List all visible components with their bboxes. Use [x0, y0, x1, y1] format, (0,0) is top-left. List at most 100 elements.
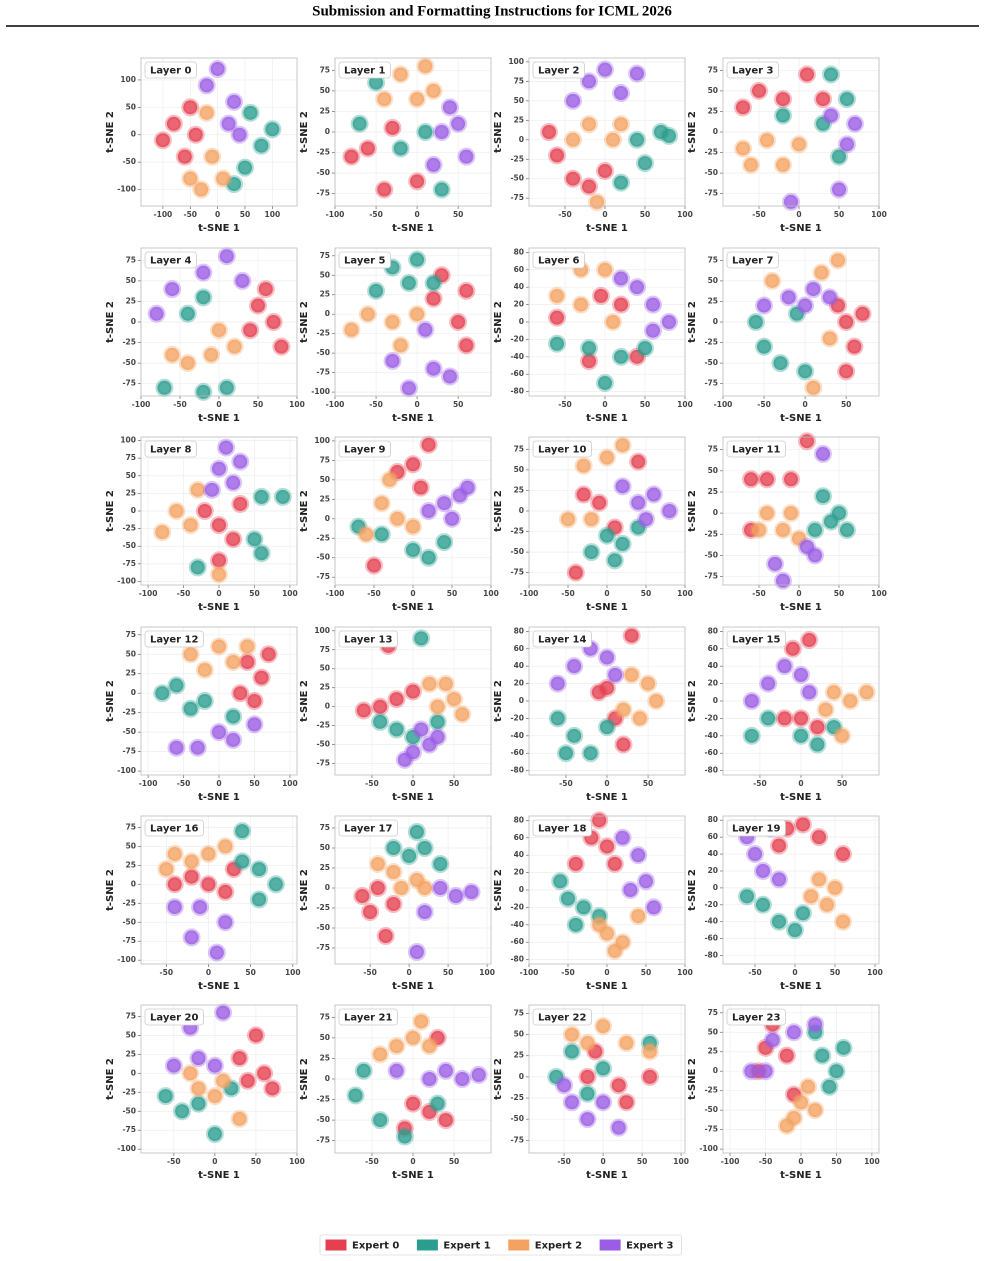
y-axis-label: t-SNE 2 — [105, 869, 116, 911]
x-tick-label: -50 — [748, 968, 762, 977]
point — [605, 551, 624, 570]
point — [357, 525, 376, 544]
point — [814, 90, 832, 109]
point — [604, 313, 622, 331]
point — [188, 738, 207, 757]
x-tick-label: 0 — [798, 1157, 803, 1166]
x-tick-label: 0 — [410, 589, 415, 598]
point — [617, 1034, 636, 1053]
x-tick-label: -50 — [160, 968, 174, 977]
point — [205, 1125, 224, 1144]
subplot-title: Layer 4 — [150, 256, 192, 267]
y-tick-label: -50 — [316, 348, 330, 357]
y-tick-label: -60 — [704, 748, 718, 757]
point — [231, 452, 250, 471]
x-tick-label: -100 — [326, 210, 345, 219]
point — [412, 720, 431, 739]
point — [742, 155, 760, 174]
point — [250, 890, 269, 909]
x-axis-label: t-SNE 1 — [198, 413, 240, 424]
y-tick-label: 75 — [320, 251, 330, 260]
point — [598, 448, 616, 467]
y-tick-label: 25 — [320, 106, 330, 115]
y-axis-label: t-SNE 2 — [493, 869, 504, 911]
subplot: -100 -50 0 50 100 -80 -60 -40 -20 0 20 40 60 80 Layer … — [493, 811, 693, 992]
point — [794, 815, 812, 834]
x-tick-label: 0 — [792, 968, 797, 977]
point — [775, 657, 794, 676]
point — [613, 534, 632, 553]
point — [197, 76, 216, 95]
point — [559, 510, 577, 529]
point — [548, 146, 566, 165]
point — [784, 1023, 803, 1042]
point — [383, 313, 402, 331]
y-tick-label: 50 — [126, 841, 136, 850]
point — [167, 738, 186, 757]
x-axis-label: t-SNE 1 — [392, 1170, 434, 1181]
point — [263, 1079, 282, 1098]
title-box — [144, 1008, 204, 1026]
x-axis-label: t-SNE 1 — [586, 602, 628, 613]
x-tick-label: -100 — [132, 400, 151, 409]
y-tick-label: 0 — [713, 1066, 718, 1075]
x-tick-label: 50 — [830, 968, 840, 977]
y-tick-label: -25 — [316, 1095, 330, 1104]
point — [759, 709, 778, 728]
point — [416, 320, 435, 339]
x-tick-label: -50 — [365, 779, 379, 788]
y-tick-label: 0 — [713, 883, 718, 892]
x-tick-label: -100 — [139, 779, 158, 788]
point — [640, 1042, 659, 1061]
point — [358, 139, 377, 158]
point — [548, 308, 566, 327]
point — [556, 744, 575, 763]
point — [820, 288, 839, 307]
point — [387, 690, 406, 709]
y-tick-label: -80 — [510, 387, 524, 396]
point — [644, 485, 663, 504]
title-box — [532, 440, 592, 458]
title-box — [726, 440, 786, 458]
point — [416, 123, 435, 141]
point — [231, 494, 250, 513]
y-tick-label: -100 — [117, 1144, 136, 1153]
point — [156, 1087, 175, 1106]
point — [273, 487, 292, 506]
point — [804, 280, 823, 299]
point — [225, 92, 244, 111]
y-tick-label: 75 — [708, 1008, 718, 1017]
point — [799, 1077, 818, 1096]
x-tick-label: 50 — [240, 210, 250, 219]
x-tick-label: 0 — [406, 968, 411, 977]
y-tick-label: 0 — [519, 317, 524, 326]
point — [181, 98, 200, 117]
point — [555, 1076, 574, 1095]
y-tick-label: -25 — [704, 529, 718, 538]
point — [432, 180, 451, 199]
title-box — [726, 819, 786, 837]
y-tick-label: -75 — [510, 193, 524, 202]
point — [457, 147, 476, 166]
subplot: -50 0 50 100 -75 -50 -25 0 25 50 75 Layer 11 t-SNE 1… — [687, 432, 887, 613]
point — [578, 1034, 597, 1053]
point — [205, 1087, 224, 1106]
y-tick-label: -75 — [704, 1125, 718, 1134]
point — [165, 875, 184, 894]
point — [428, 1094, 447, 1113]
point — [155, 378, 174, 397]
point — [806, 546, 824, 565]
x-axis-label: t-SNE 1 — [198, 981, 240, 992]
point — [238, 637, 257, 656]
title-box — [726, 251, 779, 269]
point — [199, 875, 218, 894]
point — [580, 177, 598, 196]
subplot-title: Layer 14 — [538, 635, 586, 646]
subplot-title: Layer 7 — [732, 256, 774, 267]
y-tick-label: 75 — [126, 822, 136, 831]
x-tick-label: 50 — [834, 589, 844, 598]
x-tick-label: 50 — [449, 779, 459, 788]
y-tick-label: -40 — [704, 917, 718, 926]
y-tick-label: 0 — [131, 1068, 136, 1077]
point — [590, 915, 609, 934]
